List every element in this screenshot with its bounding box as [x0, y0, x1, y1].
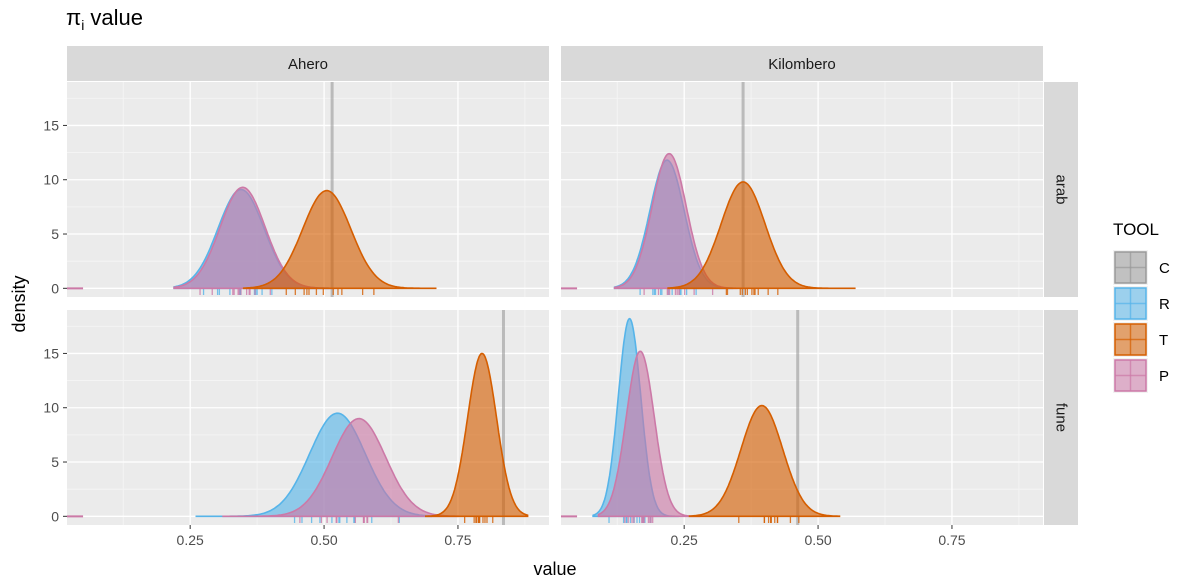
x-tick-label: 0.50: [804, 532, 831, 548]
strip-label-arab: arab: [1053, 174, 1070, 204]
strip-label-ahero: Ahero: [288, 56, 328, 73]
panel-ahero-fune: [67, 310, 549, 525]
legend-label-R: R: [1159, 296, 1170, 313]
legend-key-R: R: [1113, 286, 1170, 321]
legend-title: TOOL: [1113, 220, 1159, 239]
y-tick-label: 10: [43, 172, 59, 188]
y-tick-label: 0: [51, 280, 59, 296]
strip-label-kilombero: Kilombero: [768, 56, 836, 73]
density-P: [597, 350, 701, 518]
density-T: [688, 404, 841, 518]
density-T: [242, 189, 437, 290]
y-tick-label: 10: [43, 400, 59, 416]
x-tick-label: 0.50: [310, 532, 337, 548]
legend-key-T: T: [1113, 322, 1168, 357]
x-tick-label: 0.75: [938, 532, 965, 548]
strip-row-arab: [1044, 82, 1078, 297]
y-axis-title: density: [9, 275, 29, 332]
density-P: [222, 417, 459, 518]
x-tick-label: 0.75: [444, 532, 471, 548]
panel-background: [561, 82, 1043, 297]
strip-col-ahero: [67, 46, 549, 81]
facet-panels: Ahero Kilombero arab fune: [67, 46, 1078, 525]
chart-title: πi value: [66, 5, 143, 33]
strip-label-fune: fune: [1053, 403, 1070, 432]
y-tick-label: 0: [51, 508, 59, 524]
density-T: [425, 352, 529, 518]
strip-row-fune: [1044, 310, 1078, 525]
legend-label-P: P: [1159, 368, 1169, 385]
panel-kilombero-fune: [561, 310, 1043, 525]
legend: TOOL C R T P: [1113, 220, 1170, 393]
panel-ahero-arab: [67, 82, 549, 297]
legend-label-C: C: [1159, 260, 1170, 277]
title-subscript: i: [81, 17, 84, 33]
title-rest: value: [84, 5, 143, 30]
legend-label-T: T: [1159, 332, 1168, 349]
y-axis: 0 5 10 15 0 5 10 15: [43, 117, 67, 524]
y-tick-label: 5: [51, 454, 59, 470]
y-tick-label: 15: [43, 117, 59, 133]
x-axis: 0.25 0.50 0.75 0.25 0.50 0.75: [177, 525, 966, 548]
x-tick-label: 0.25: [671, 532, 698, 548]
density-T: [667, 181, 856, 290]
legend-key-C: C: [1113, 250, 1170, 285]
strip-col-kilombero: [561, 46, 1043, 81]
y-tick-label: 5: [51, 226, 59, 242]
x-axis-title: value: [533, 559, 576, 579]
x-tick-label: 0.25: [177, 532, 204, 548]
y-tick-label: 15: [43, 345, 59, 361]
legend-key-P: P: [1113, 358, 1169, 393]
panel-kilombero-arab: [561, 82, 1043, 297]
title-pi: π: [66, 5, 81, 30]
